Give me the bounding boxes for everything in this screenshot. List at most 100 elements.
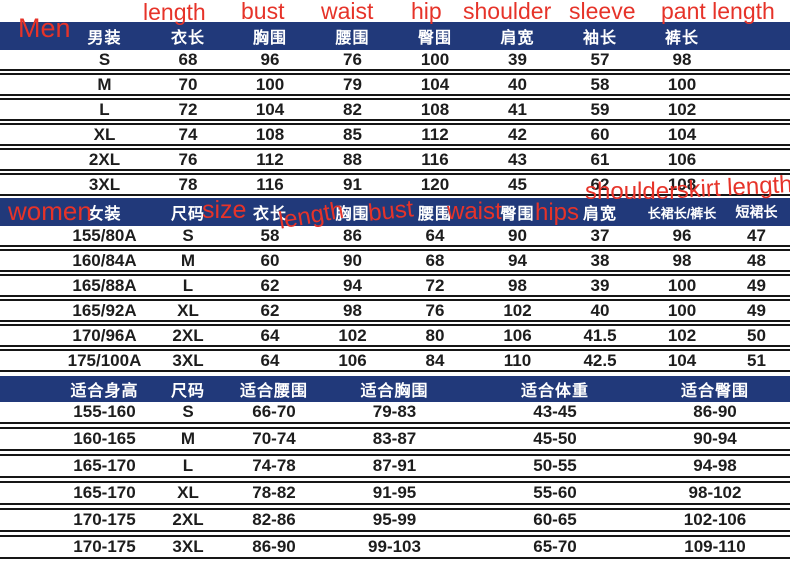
header-cell: 适合体重 xyxy=(520,383,589,400)
table-row: 170-175 3XL 86-90 99-103 65-70 109-110 xyxy=(0,535,790,559)
header-cell: 短裙长 xyxy=(735,204,778,220)
data-cell: 100 xyxy=(667,276,697,295)
data-cell: 78-82 xyxy=(252,483,296,502)
data-cell: M xyxy=(97,75,112,94)
annotation-bust-11: bust xyxy=(366,195,415,227)
data-cell: 160/84A xyxy=(72,251,137,270)
annotation-size-9: size xyxy=(202,196,247,224)
data-cell: 98-102 xyxy=(688,483,742,502)
data-cell: 170-175 xyxy=(73,537,136,556)
data-cell: M xyxy=(180,429,196,448)
data-cell: S xyxy=(98,50,111,69)
data-cell: 94 xyxy=(508,251,527,270)
data-cell: 47 xyxy=(747,226,766,245)
annotation-shoulder-5: shoulder xyxy=(463,0,552,24)
data-cell: 94-98 xyxy=(693,456,737,475)
data-cell: 104 xyxy=(667,125,697,144)
data-cell: XL xyxy=(177,483,199,502)
data-cell: 112 xyxy=(256,150,284,169)
data-cell: 65-70 xyxy=(533,537,577,556)
table-row: 165/92A XL 62 98 76 102 40 100 49 xyxy=(0,299,790,322)
data-cell: 2XL xyxy=(88,150,121,169)
data-cell: 79-83 xyxy=(372,402,417,421)
data-cell: 48 xyxy=(747,251,766,270)
header-cell: 尺码 xyxy=(170,383,205,400)
data-cell: 90 xyxy=(343,251,362,270)
table-row: XL 74 108 85 112 42 60 104 xyxy=(0,123,790,146)
table-row: 155-160 S 66-70 79-83 43-45 86-90 xyxy=(0,402,790,424)
annotation-waist-3: waist xyxy=(321,0,374,24)
data-cell: 108 xyxy=(667,175,697,194)
data-cell: 39 xyxy=(508,50,527,69)
data-cell: 43 xyxy=(508,150,527,169)
header-cell: 臀围 xyxy=(500,206,535,223)
data-cell: 68 xyxy=(425,251,445,270)
data-cell: 155-160 xyxy=(73,402,136,421)
data-cell: 64 xyxy=(260,326,280,345)
table-row: 2XL 76 112 88 116 43 61 106 xyxy=(0,148,790,171)
data-cell: 165-170 xyxy=(73,456,136,475)
data-cell: 64 xyxy=(260,351,280,370)
table-row: M 70 100 79 104 40 58 100 xyxy=(0,73,790,96)
data-cell: 116 xyxy=(256,175,284,194)
data-cell: 104 xyxy=(667,351,697,370)
data-cell: 43-45 xyxy=(533,402,577,421)
annotation-skirt-length-15: skirt length xyxy=(675,170,790,204)
data-cell: 109-110 xyxy=(684,537,746,556)
data-cell: 42.5 xyxy=(583,351,617,370)
data-cell: 82-86 xyxy=(252,510,296,529)
data-cell: 62 xyxy=(260,301,280,320)
annotation-women-8: women xyxy=(8,196,92,226)
data-cell: 86-90 xyxy=(693,402,737,421)
data-cell: 74-78 xyxy=(252,456,296,475)
data-cell: 86 xyxy=(343,226,362,245)
data-cell: 102-106 xyxy=(683,510,747,529)
data-cell: 2XL xyxy=(172,326,204,345)
data-cell: 165/92A xyxy=(72,301,137,320)
data-cell: 50-55 xyxy=(533,456,577,475)
annotation-hip-4: hip xyxy=(411,0,442,24)
header-cell: 尺码 xyxy=(170,206,205,223)
header-cell: 适合臀围 xyxy=(680,383,749,400)
data-cell: 39 xyxy=(590,276,610,295)
data-cell: 58 xyxy=(590,75,610,94)
data-cell: 72 xyxy=(178,100,198,119)
data-cell: 95-99 xyxy=(372,510,417,529)
data-cell: 100 xyxy=(667,301,697,320)
data-cell: 102 xyxy=(338,326,367,345)
table-row: 175/100A 3XL 64 106 84 110 42.5 104 51 xyxy=(0,349,790,372)
data-cell: 3XL xyxy=(172,351,204,370)
header-cell: 臀围 xyxy=(417,30,452,47)
header-cell: 男装 xyxy=(87,30,122,47)
data-cell: 78 xyxy=(178,175,198,194)
table-row: 170-175 2XL 82-86 95-99 60-65 102-106 xyxy=(0,508,790,532)
table-row: 165/88A L 62 94 72 98 39 100 49 xyxy=(0,274,790,297)
data-cell: 40 xyxy=(508,75,527,94)
data-cell: S xyxy=(182,402,194,421)
header-cell: 适合胸围 xyxy=(360,383,429,400)
data-cell: 37 xyxy=(590,226,610,245)
data-cell: 51 xyxy=(747,351,766,370)
data-cell: 99-103 xyxy=(368,537,421,556)
table-row: L 72 104 82 108 41 59 102 xyxy=(0,98,790,121)
annotation-shoulder-14: shoulder xyxy=(585,178,678,205)
annotation-length-1: length xyxy=(143,0,206,25)
data-cell: 2XL xyxy=(172,510,204,529)
data-cell: 76 xyxy=(178,150,198,169)
data-cell: 106 xyxy=(338,351,367,370)
data-cell: S xyxy=(182,226,194,245)
data-cell: 64 xyxy=(425,226,445,245)
header-cell: 适合腰围 xyxy=(239,383,308,400)
data-cell: 96 xyxy=(672,226,692,245)
data-cell: 60-65 xyxy=(533,510,577,529)
data-cell: 91 xyxy=(343,175,362,194)
header-cell: 肩宽 xyxy=(500,30,535,47)
header-cell: 衣长 xyxy=(252,206,287,223)
data-cell: 70-74 xyxy=(252,429,296,448)
men-size-table: 男装 衣长 胸围 腰围 臀围 肩宽 袖长 裤长 S 68 96 76 100 39 57 98 M 70 100 79… xyxy=(0,22,790,196)
header-cell: 腰围 xyxy=(335,30,370,47)
header-cell: 裤长 xyxy=(664,30,699,47)
data-cell: 120 xyxy=(420,175,450,194)
data-cell: 58 xyxy=(260,226,280,245)
data-cell: 98 xyxy=(672,251,692,270)
